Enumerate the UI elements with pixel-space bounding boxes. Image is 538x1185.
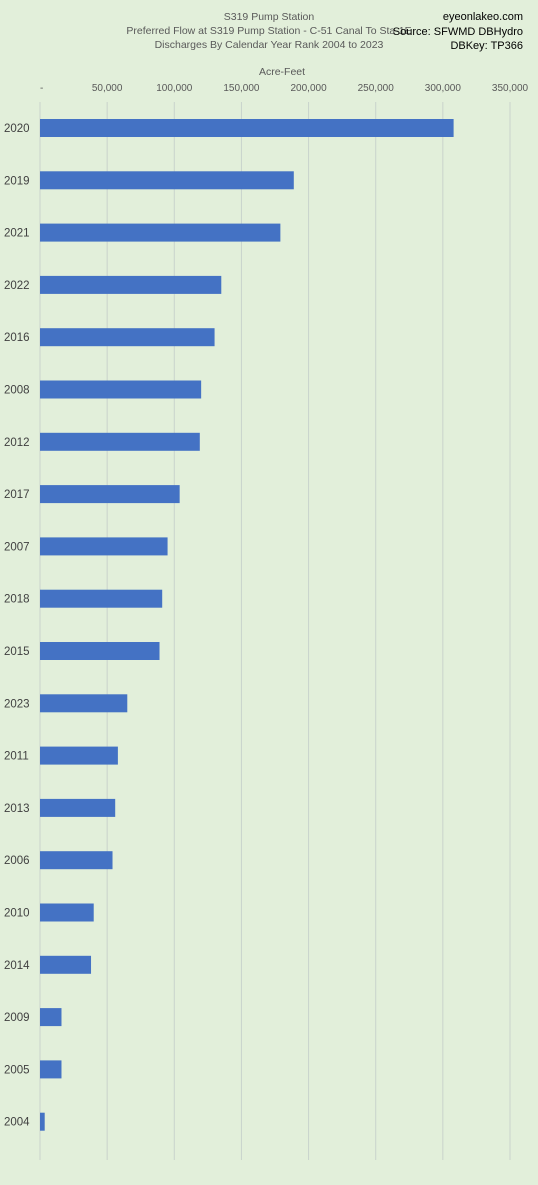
chart-title: S319 Pump Station bbox=[223, 11, 315, 23]
bars bbox=[40, 119, 454, 1131]
category-label-2013: 2013 bbox=[4, 803, 30, 815]
x-tick-label: 200,000 bbox=[290, 83, 327, 94]
category-label-2008: 2008 bbox=[4, 385, 30, 397]
bar-2022 bbox=[40, 275, 222, 294]
bar-2021 bbox=[40, 223, 281, 242]
category-label-2014: 2014 bbox=[4, 960, 30, 972]
x-tick-label: 150,000 bbox=[223, 83, 260, 94]
category-labels: 2020 2019 2021 2022 2016 2008 2012 2017 2007 2018… bbox=[4, 123, 30, 1129]
credit-website: eyeonlakeo.com bbox=[442, 11, 523, 23]
category-label-2015: 2015 bbox=[4, 646, 30, 658]
credit-dbkey: DBKey: TP366 bbox=[450, 40, 523, 52]
category-label-2021: 2021 bbox=[4, 228, 30, 240]
bar-2018 bbox=[40, 589, 163, 608]
bar-2005 bbox=[40, 1060, 62, 1079]
x-tick-label: 50,000 bbox=[92, 83, 123, 94]
x-tick-labels: - 50,000 100,000 150,000 200,000 250,000 300,0… bbox=[40, 83, 529, 94]
x-tick-label: 300,000 bbox=[425, 83, 462, 94]
bar-2019 bbox=[40, 171, 294, 190]
bar-2020 bbox=[40, 119, 454, 137]
bar-2016 bbox=[40, 328, 215, 347]
bar-2009 bbox=[40, 1008, 62, 1027]
category-label-2005: 2005 bbox=[4, 1064, 30, 1076]
bar-2004 bbox=[40, 1112, 45, 1131]
gridlines bbox=[39, 102, 511, 1160]
category-label-2004: 2004 bbox=[4, 1117, 30, 1129]
source-credits: eyeonlakeo.com Source: SFWMD DBHydro DBK… bbox=[393, 10, 523, 54]
bar-2014 bbox=[40, 955, 92, 974]
bar-2010 bbox=[40, 903, 94, 922]
chart-titles: S319 Pump Station Preferred Flow at S319… bbox=[0, 10, 538, 52]
bar-2023 bbox=[40, 694, 128, 713]
chart-subtitle: Preferred Flow at S319 Pump Station - C-… bbox=[126, 25, 412, 37]
bar-2006 bbox=[40, 851, 113, 870]
category-label-2007: 2007 bbox=[4, 541, 30, 553]
credit-source: Source: SFWMD DBHydro bbox=[392, 25, 523, 38]
bar-2015 bbox=[40, 642, 160, 660]
category-label-2011: 2011 bbox=[4, 751, 29, 763]
bar-2012 bbox=[40, 432, 200, 451]
category-label-2022: 2022 bbox=[4, 280, 30, 292]
bar-2008 bbox=[40, 380, 202, 399]
bar-2013 bbox=[40, 798, 116, 817]
bar-2007 bbox=[40, 537, 168, 556]
x-tick-label: 350,000 bbox=[492, 83, 529, 94]
category-label-2020: 2020 bbox=[4, 123, 30, 135]
x-tick-label: - bbox=[40, 83, 43, 94]
category-label-2009: 2009 bbox=[4, 1012, 30, 1024]
category-label-2010: 2010 bbox=[4, 908, 30, 920]
x-tick-label: 250,000 bbox=[358, 83, 395, 94]
bar-2011 bbox=[40, 746, 118, 765]
x-tick-label: 100,000 bbox=[156, 83, 193, 94]
category-label-2017: 2017 bbox=[4, 489, 30, 501]
category-label-2016: 2016 bbox=[4, 332, 30, 344]
category-label-2012: 2012 bbox=[4, 437, 30, 449]
bar-2017 bbox=[40, 485, 180, 504]
x-axis-title: Acre-Feet bbox=[259, 66, 305, 78]
category-label-2018: 2018 bbox=[4, 594, 30, 606]
category-label-2023: 2023 bbox=[4, 698, 30, 710]
category-label-2006: 2006 bbox=[4, 855, 30, 867]
category-label-2019: 2019 bbox=[4, 175, 30, 187]
chart-subtitle-2: Discharges By Calendar Year Rank 2004 to… bbox=[154, 39, 384, 51]
